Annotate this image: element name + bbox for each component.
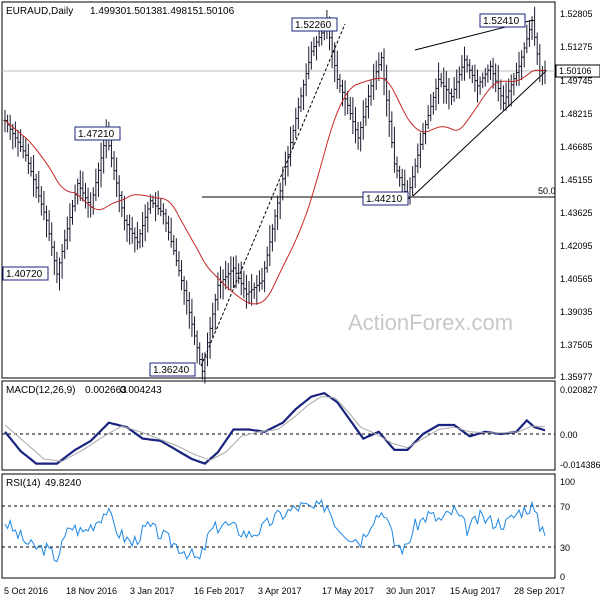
macd-readout-main: 0.002663 [85,385,127,396]
price-label-text: 1.52260 [295,20,332,31]
price-label-low-feb: 1.36240 [149,362,196,377]
price-label-high-sep: 1.52410 [479,13,526,28]
y-tick-label: 1.40565 [560,274,593,284]
y-tick-label: 0 [560,572,565,582]
y-tick-label: 1.49745 [560,76,593,86]
price-label-text: 1.36240 [153,365,190,376]
price-label-high-may: 1.52260 [291,17,338,32]
current-price-tag: 1.50106 [555,64,600,78]
y-tick-label: 1.39035 [560,307,593,317]
ohlc-readout-open: 1.49930 [90,6,127,17]
fib-level-label: 50.0 [538,186,556,196]
ohlc-readout-close: 1.50106 [198,6,235,17]
y-tick-label: 1.51275 [560,42,593,52]
price-label-text: 1.52410 [483,16,520,27]
y-tick-label: 0.00 [560,430,578,440]
rsi-panel-frame [1,473,556,579]
x-tick-label: 16 Feb 2017 [194,586,245,596]
macd-signal-line [4,396,546,462]
macd-panel-frame [1,380,556,471]
y-tick-label: 1.45155 [560,175,593,185]
macd-line [4,392,546,465]
price-label-low-nov: 1.40720 [2,266,49,281]
macd-y-axis: 0.020827 0.00 -0.014386 [560,385,600,470]
y-tick-label: 1.42095 [560,241,593,251]
channel-lower-line [412,70,547,197]
price-y-axis: 1.52805 1.51275 1.49745 1.48215 1.46685 … [560,9,593,382]
price-label-low-jul: 1.44210 [362,191,409,206]
y-tick-label: 1.48215 [560,109,593,119]
rsi-line [4,498,546,563]
rsi-title: RSI(14) [6,478,40,489]
ohlc-readout-low: 1.49815 [162,6,199,17]
price-label-high-nov: 1.47210 [74,126,121,141]
x-tick-label: 3 Apr 2017 [258,586,302,596]
y-tick-label: 100 [560,477,575,487]
price-label-text: 1.44210 [366,194,403,205]
y-tick-label: 1.43625 [560,208,593,218]
y-tick-label: 70 [560,502,570,512]
watermark: ActionForex.com [348,310,513,335]
y-tick-label: 0.020827 [560,385,598,395]
price-label-text: 1.47210 [78,129,115,140]
chart-title: EURAUD,Daily [6,6,73,17]
y-tick-label: 1.52805 [560,9,593,19]
macd-series [4,392,546,465]
x-tick-label: 18 Nov 2016 [66,586,117,596]
ohlc-readout-high: 1.50138 [126,6,163,17]
x-axis: 5 Oct 2016 18 Nov 2016 3 Jan 2017 16 Feb… [4,586,565,596]
x-tick-label: 28 Sep 2017 [514,586,565,596]
x-tick-label: 3 Jan 2017 [130,586,175,596]
y-tick-label: 30 [560,543,570,553]
rsi-series [4,498,546,563]
y-tick-label: -0.014386 [560,460,600,470]
rsi-y-axis: 100 70 30 0 [560,477,575,582]
macd-title: MACD(12,26,9) [6,385,75,396]
x-tick-label: 5 Oct 2016 [4,586,48,596]
moving-average-line [4,69,546,305]
x-tick-label: 17 May 2017 [322,586,374,596]
trend-dashed-line [200,23,346,367]
y-tick-label: 1.46685 [560,142,593,152]
rsi-readout: 49.8240 [45,478,82,489]
y-tick-label: 1.35977 [560,372,593,382]
current-price-text: 1.50106 [559,66,592,76]
moving-average [4,69,546,305]
macd-readout-signal: 0.004243 [120,385,162,396]
price-label-text: 1.40720 [6,269,43,280]
x-tick-label: 30 Jun 2017 [386,586,436,596]
x-tick-label: 15 Aug 2017 [450,586,501,596]
price-panel-frame [1,1,556,379]
y-tick-label: 1.37505 [560,340,593,350]
